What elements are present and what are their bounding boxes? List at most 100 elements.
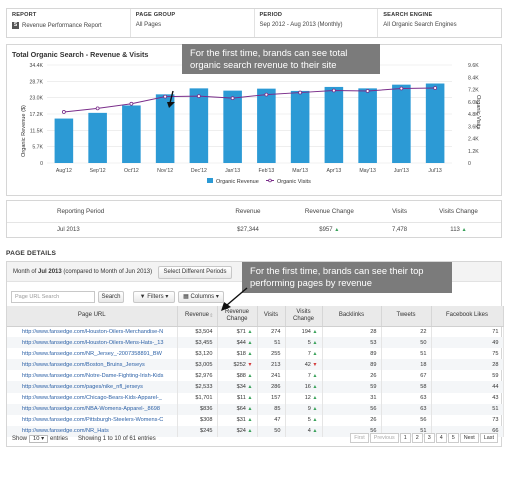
filters-button[interactable]: ▼ Filters ▾ [133,291,175,303]
table-row[interactable]: http://www.fansedge.com/Notre-Dame-Fight… [7,370,504,382]
report-cell[interactable]: REPORT S Revenue Performance Report [7,9,131,37]
revenue-change-cell: $31 ▲ [217,414,258,426]
column-header-visits[interactable]: Visits [257,306,286,327]
up-arrow-icon: ▲ [245,428,253,435]
visits-cell: 255 [257,348,286,360]
revenue-change-cell: $252 ▼ [217,359,258,371]
page-url-link[interactable]: http://www.fansedge.com/NR_Jersey_-20073… [7,348,178,360]
backlinks-cell: 31 [322,392,382,404]
columns-button[interactable]: ▦ Columns ▾ [178,291,224,303]
page-url-link[interactable]: http://www.fansedge.com/Houston-Oilers-M… [7,337,178,349]
revenue-cell: $308 [177,414,218,426]
up-arrow-icon: ▲ [310,372,318,379]
revenue-cell: $3,120 [177,348,218,360]
page-group-label: PAGE GROUP [135,12,176,18]
table-row[interactable]: http://www.fansedge.com/pages/nike_nfl_j… [7,381,504,393]
x-tick-label: Aug'12 [56,168,72,174]
columns-icon: ▦ [183,294,189,300]
search-button[interactable]: Search [98,291,124,303]
pager-first[interactable]: First [350,433,369,443]
revenue-cell: $245 [177,425,218,437]
visits-point [163,94,168,99]
column-header-facebook-likes[interactable]: Facebook Likes [431,306,504,327]
page-url-search-input[interactable]: Page URL Search [11,291,95,303]
x-tick-label: Jan'13 [225,168,240,174]
page-url-link[interactable]: http://www.fansedge.com/Boston_Bruins_Je… [7,359,178,371]
backlinks-cell: 28 [322,326,382,338]
page-size-select[interactable]: 10 ▾ [29,435,48,443]
y2-tick-label: 2.4K [468,137,479,143]
revenue-visits-chart-panel: Total Organic Search - Revenue & Visits … [6,44,502,196]
pager-next[interactable]: Next [459,433,479,443]
search-engine-value: All Organic Search Engines [383,22,457,28]
table-row[interactable]: http://www.fansedge.com/Boston_Bruins_Je… [7,359,504,371]
y2-tick-label: 7.2K [468,88,479,94]
report-value: Revenue Performance Report [22,22,102,29]
pagination: First Previous 1 2 3 4 5 Next Last [350,433,498,443]
callout-arrow-bottom [221,287,248,311]
y2-tick-label: 8.4K [468,75,479,81]
pager-page-1[interactable]: 1 [399,433,411,443]
up-arrow-icon: ▲ [245,406,253,413]
table-row[interactable]: http://www.fansedge.com/Chicago-Bears-Ki… [7,392,504,404]
pager-page-4[interactable]: 4 [435,433,447,443]
report-label: REPORT [12,12,37,18]
page-url-link[interactable]: http://www.fansedge.com/Chicago-Bears-Ki… [7,392,178,404]
table-row[interactable]: http://www.fansedge.com/NBA-Womens-Appar… [7,403,504,415]
revenue-cell: $3,005 [177,359,218,371]
facebook-likes-cell: 43 [431,392,504,404]
showing-entries-text: Showing 1 to 10 of 61 entries [78,436,156,442]
period-cell[interactable]: PERIOD Sep 2012 - Aug 2013 (Monthly) [255,9,379,37]
visits-point [365,89,370,93]
column-header-tweets[interactable]: Tweets [381,306,432,327]
pager-page-2[interactable]: 2 [411,433,423,443]
chevron-down-icon: ▾ [165,294,169,300]
column-header-backlinks[interactable]: Backlinks [322,306,382,327]
page-url-link[interactable]: http://www.fansedge.com/NR_Hats [7,425,178,437]
up-arrow-icon: ▲ [245,417,253,424]
visits-cell: 85 [257,403,286,415]
page-group-cell[interactable]: PAGE GROUP All Pages [131,9,255,37]
select-periods-button[interactable]: Select Different Periods [158,266,232,279]
y2-tick-label: 9.6K [468,63,479,69]
visits-cell: 213 [257,359,286,371]
column-header-visits-change[interactable]: Visits Change [285,306,323,327]
page-url-link[interactable]: http://www.fansedge.com/Notre-Dame-Fight… [7,370,178,382]
column-header-revenue-change[interactable]: Revenue Change [217,306,258,327]
visits-change-cell: 4 ▲ [285,425,323,437]
backlinks-cell: 89 [322,359,382,371]
backlinks-cell: 56 [322,425,382,437]
y2-tick-label: 4.8K [468,112,479,118]
table-row[interactable]: http://www.fansedge.com/NR_Hats $245 $24 ▲… [7,425,504,437]
page-url-link[interactable]: http://www.fansedge.com/Houston-Oilers-M… [7,326,178,338]
pager-last[interactable]: Last [479,433,498,443]
y-tick-label: 28.7K [29,79,43,85]
pager-page-3[interactable]: 3 [423,433,435,443]
facebook-likes-cell: 28 [431,359,504,371]
table-row[interactable]: http://www.fansedge.com/Houston-Oilers-M… [7,337,504,349]
pager-previous[interactable]: Previous [369,433,399,443]
up-arrow-icon: ▲ [245,339,253,346]
column-header-page-url[interactable]: Page URL [7,306,178,327]
visits-cell: 286 [257,381,286,393]
backlinks-cell: 89 [322,348,382,360]
up-arrow-icon: ▲ [310,339,318,346]
backlinks-cell: 53 [322,337,382,349]
table-row[interactable]: http://www.fansedge.com/NR_Jersey_-20073… [7,348,504,360]
revenue-bar [189,88,209,163]
sort-icon: ⇕ [209,313,214,319]
search-engine-cell[interactable]: SEARCH ENGINE All Organic Search Engines [378,9,501,37]
table-row[interactable]: http://www.fansedge.com/Houston-Oilers-M… [7,326,504,338]
revenue-cell: $2,976 [177,370,218,382]
legend-visits-marker [268,178,272,183]
callout-top-pages: For the first time, brands can see their… [242,262,452,293]
page-url-link[interactable]: http://www.fansedge.com/pages/nike_nfl_j… [7,381,178,393]
table-row[interactable]: http://www.fansedge.com/Pittsburgh-Steel… [7,414,504,426]
pager-page-5[interactable]: 5 [447,433,459,443]
column-header-revenue[interactable]: Revenue ⇕ [177,306,218,327]
page-url-link[interactable]: http://www.fansedge.com/Pittsburgh-Steel… [7,414,178,426]
page-url-link[interactable]: http://www.fansedge.com/NBA-Womens-Appar… [7,403,178,415]
visits-cell: 157 [257,392,286,404]
x-tick-label: Jul'13 [428,168,442,174]
facebook-likes-cell: 49 [431,337,504,349]
